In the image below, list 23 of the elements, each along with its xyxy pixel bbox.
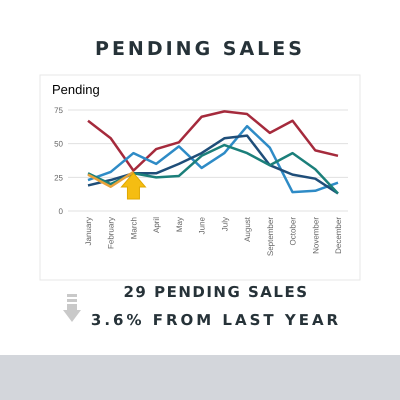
y-tick-label: 0 xyxy=(58,207,64,216)
x-tick-label: November xyxy=(311,216,320,254)
x-tick-label: January xyxy=(84,217,93,246)
line-series xyxy=(86,110,340,172)
x-tick-label: December xyxy=(334,216,343,254)
chart-title: PENDING SALES xyxy=(95,38,305,60)
x-tick-label: July xyxy=(220,217,230,232)
x-tick-label: April xyxy=(152,216,162,234)
text: 3.6% FROM LAST YEAR xyxy=(90,311,342,329)
x-tick-label: September xyxy=(266,216,275,256)
text: 29 PENDING SALES xyxy=(123,283,309,301)
line-series xyxy=(86,144,340,195)
y-tick-label: 75 xyxy=(54,106,64,115)
x-tick-label: February xyxy=(106,217,116,250)
x-tick-label: March xyxy=(129,217,138,240)
y-tick-label: 25 xyxy=(54,173,64,182)
x-tick-label: October xyxy=(288,216,298,246)
y-tick-label: 50 xyxy=(54,140,64,149)
x-tick-label: May xyxy=(174,217,184,232)
line-series xyxy=(86,124,340,194)
x-tick-label: August xyxy=(243,216,252,242)
x-tick-label: June xyxy=(198,216,207,234)
y-axis-title: Pending xyxy=(52,82,100,97)
